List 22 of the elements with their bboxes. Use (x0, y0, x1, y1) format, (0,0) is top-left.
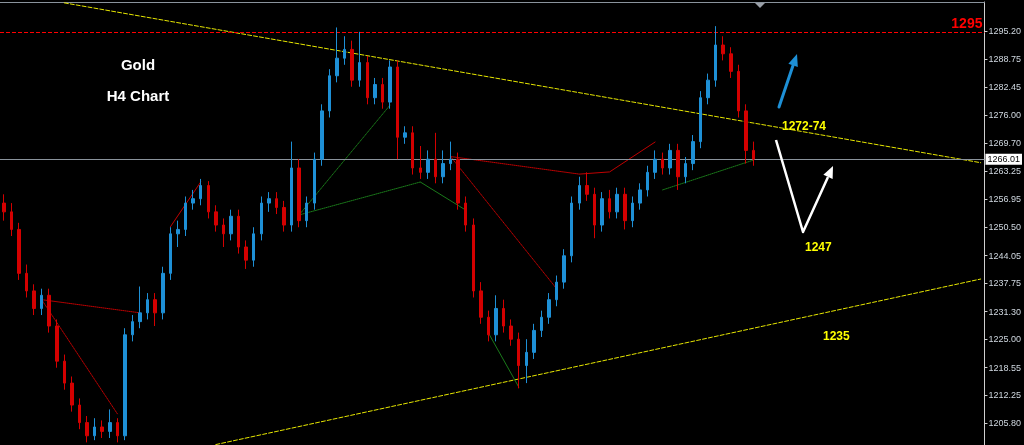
ref-line-label: 1266.01 (987, 154, 1021, 165)
annotation: 1247 (805, 240, 833, 254)
y-tick-label: 1263.25 (988, 166, 1022, 177)
y-tick-label: 1237.75 (988, 278, 1022, 289)
y-tick-label: 1269.70 (988, 137, 1022, 148)
y-tick-label: 1295.20 (988, 25, 1022, 36)
y-tick-label: 1225.00 (988, 334, 1022, 345)
text: H4 Chart (106, 87, 170, 104)
y-tick-label: 1276.00 (988, 110, 1022, 121)
y-tick-label: 1231.30 (988, 306, 1022, 317)
y-tick-label: 1244.05 (988, 250, 1022, 261)
y-tick-label: 1282.45 (988, 81, 1022, 92)
y-tick-label: 1256.95 (988, 193, 1022, 204)
annotation: 1272-74 (782, 119, 827, 133)
y-tick-label: 1218.55 (988, 362, 1022, 373)
y-tick-label: 1212.25 (988, 390, 1022, 401)
text: Gold (120, 56, 156, 73)
ref-line-label: 1295 (951, 14, 983, 31)
y-tick-label: 1205.80 (988, 418, 1022, 429)
y-tick-label: 1250.50 (988, 222, 1022, 233)
y-tick-label: 1288.75 (988, 54, 1022, 65)
annotation: 1235 (823, 329, 851, 343)
